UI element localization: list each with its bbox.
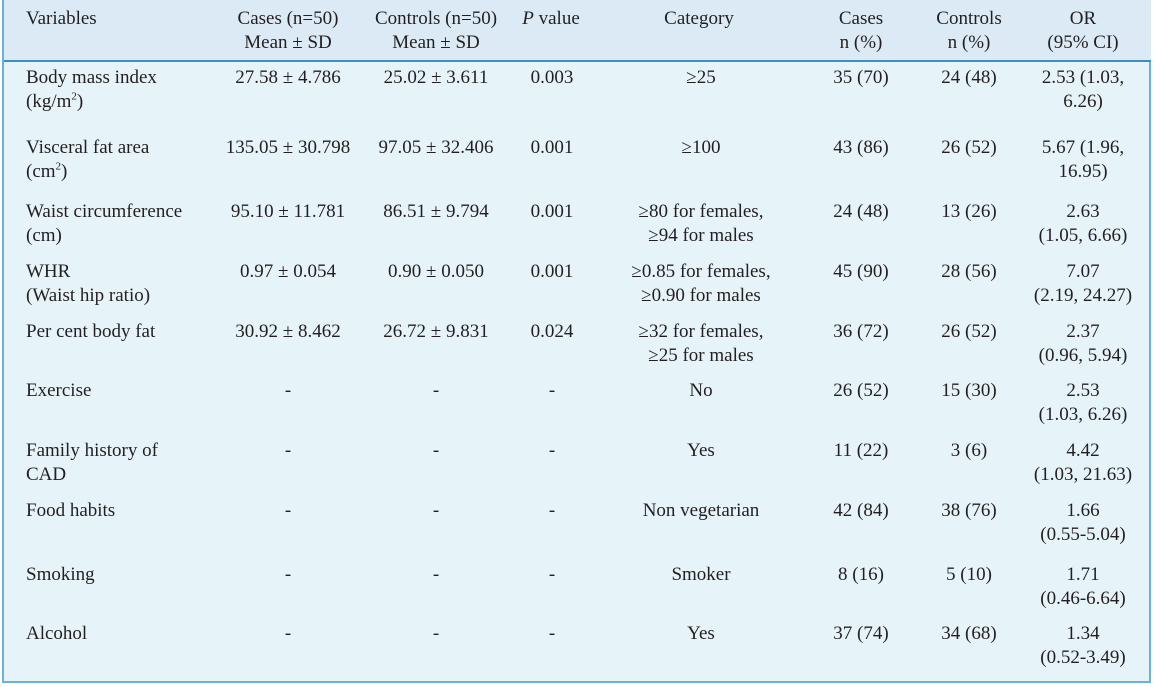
row-or: 4.42 (1.03, 21.63) <box>1033 440 1133 485</box>
row-variable: Exercise <box>26 380 92 401</box>
row-variable: Per cent body fat <box>26 321 156 342</box>
row-cases-n: 35 (70) <box>833 67 889 88</box>
row-or: 2.53 (1.03, 6.26) <box>1038 380 1128 425</box>
row-category: Yes <box>687 440 715 461</box>
row-controls-mean: - <box>432 623 440 644</box>
row-category: ≥100 <box>681 137 721 158</box>
row-p-value: 0.001 <box>530 201 574 222</box>
header-controls-n: Controls n (%) <box>936 8 1002 53</box>
row-or: 2.53 (1.03, 6.26) <box>1041 67 1125 112</box>
row-category: ≥32 for females, ≥25 for males <box>638 321 764 366</box>
row-controls-mean: - <box>432 564 440 585</box>
row-p-value: 0.024 <box>530 321 574 342</box>
row-controls-mean: 0.90 ± 0.050 <box>388 261 484 282</box>
row-cases-n: 8 (16) <box>838 564 884 585</box>
row-p-value: 0.003 <box>530 67 574 88</box>
row-variable: Waist circumference (cm) <box>26 201 183 246</box>
row-cases-n: 36 (72) <box>833 321 889 342</box>
header-category: Category <box>664 8 734 29</box>
row-controls-mean: - <box>432 380 440 401</box>
row-cases-mean: 0.97 ± 0.054 <box>240 261 336 282</box>
row-cases-n: 37 (74) <box>833 623 889 644</box>
header-controls-mean: Controls (n=50) Mean ± SD <box>374 8 498 53</box>
row-controls-n: 15 (30) <box>941 380 997 401</box>
row-or: 1.34 (0.52-3.49) <box>1040 623 1126 668</box>
row-controls-mean: 86.51 ± 9.794 <box>383 201 489 222</box>
row-cases-n: 45 (90) <box>833 261 889 282</box>
row-controls-n: 38 (76) <box>941 500 997 521</box>
row-controls-mean: 25.02 ± 3.611 <box>383 67 489 88</box>
header-variables: Variables <box>26 8 97 29</box>
row-controls-n: 5 (10) <box>946 564 992 585</box>
row-variable: Family history of CAD <box>26 440 158 485</box>
row-p-value: - <box>548 564 556 585</box>
row-controls-mean: 26.72 ± 9.831 <box>383 321 489 342</box>
row-category: ≥0.85 for females, ≥0.90 for males <box>631 261 771 306</box>
row-cases-mean: - <box>284 564 292 585</box>
row-cases-n: 11 (22) <box>833 440 889 461</box>
row-p-value: - <box>548 440 556 461</box>
row-variable: Food habits <box>26 500 116 521</box>
row-variable: Smoking <box>26 564 95 585</box>
row-cases-mean: - <box>284 440 292 461</box>
row-category: No <box>689 380 713 401</box>
row-or: 1.71 (0.46-6.64) <box>1040 564 1126 609</box>
row-cases-mean: - <box>284 623 292 644</box>
row-variable: WHR (Waist hip ratio) <box>26 261 151 306</box>
row-controls-mean: 97.05 ± 32.406 <box>378 137 494 158</box>
row-variable: Body mass index (kg/m2) <box>26 67 157 112</box>
row-p-value: - <box>548 500 556 521</box>
table-header: Variables Cases (n=50) Mean ± SD Control… <box>4 0 1151 62</box>
row-p-value: - <box>548 380 556 401</box>
row-cases-mean: 135.05 ± 30.798 <box>225 137 351 158</box>
header-cases-n: Cases n (%) <box>838 8 884 53</box>
row-controls-n: 24 (48) <box>941 67 997 88</box>
row-p-value: 0.001 <box>530 261 574 282</box>
row-category: Yes <box>687 623 715 644</box>
row-or: 5.67 (1.96, 16.95) <box>1041 137 1125 182</box>
row-cases-mean: 30.92 ± 8.462 <box>235 321 341 342</box>
row-variable: Visceral fat area (cm2) <box>26 137 150 182</box>
row-cases-n: 26 (52) <box>833 380 889 401</box>
row-cases-mean: - <box>284 380 292 401</box>
row-cases-mean: 95.10 ± 11.781 <box>230 201 346 222</box>
row-controls-n: 13 (26) <box>941 201 997 222</box>
row-or: 2.63 (1.05, 6.66) <box>1038 201 1128 246</box>
header-or: OR (95% CI) <box>1047 8 1119 53</box>
row-controls-mean: - <box>432 440 440 461</box>
row-controls-n: 3 (6) <box>950 440 988 461</box>
row-category: Smoker <box>671 564 731 585</box>
row-controls-mean: - <box>432 500 440 521</box>
row-cases-mean: 27.58 ± 4.786 <box>235 67 341 88</box>
row-or: 1.66 (0.55-5.04) <box>1040 500 1126 545</box>
row-or: 7.07 (2.19, 24.27) <box>1033 261 1133 306</box>
row-cases-n: 24 (48) <box>833 201 889 222</box>
row-category: Non vegetarian <box>642 500 760 521</box>
row-cases-n: 42 (84) <box>833 500 889 521</box>
row-controls-n: 26 (52) <box>941 321 997 342</box>
header-p-value: P value <box>522 8 580 29</box>
row-controls-n: 34 (68) <box>941 623 997 644</box>
row-variable: Alcohol <box>26 623 88 644</box>
header-cases-mean: Cases (n=50) Mean ± SD <box>237 8 339 53</box>
row-or: 2.37 (0.96, 5.94) <box>1038 321 1128 366</box>
row-category: ≥80 for females, ≥94 for males <box>638 201 764 246</box>
row-p-value: 0.001 <box>530 137 574 158</box>
row-cases-mean: - <box>284 500 292 521</box>
row-cases-n: 43 (86) <box>833 137 889 158</box>
row-p-value: - <box>548 623 556 644</box>
row-controls-n: 26 (52) <box>941 137 997 158</box>
row-controls-n: 28 (56) <box>941 261 997 282</box>
row-category: ≥25 <box>686 67 716 88</box>
